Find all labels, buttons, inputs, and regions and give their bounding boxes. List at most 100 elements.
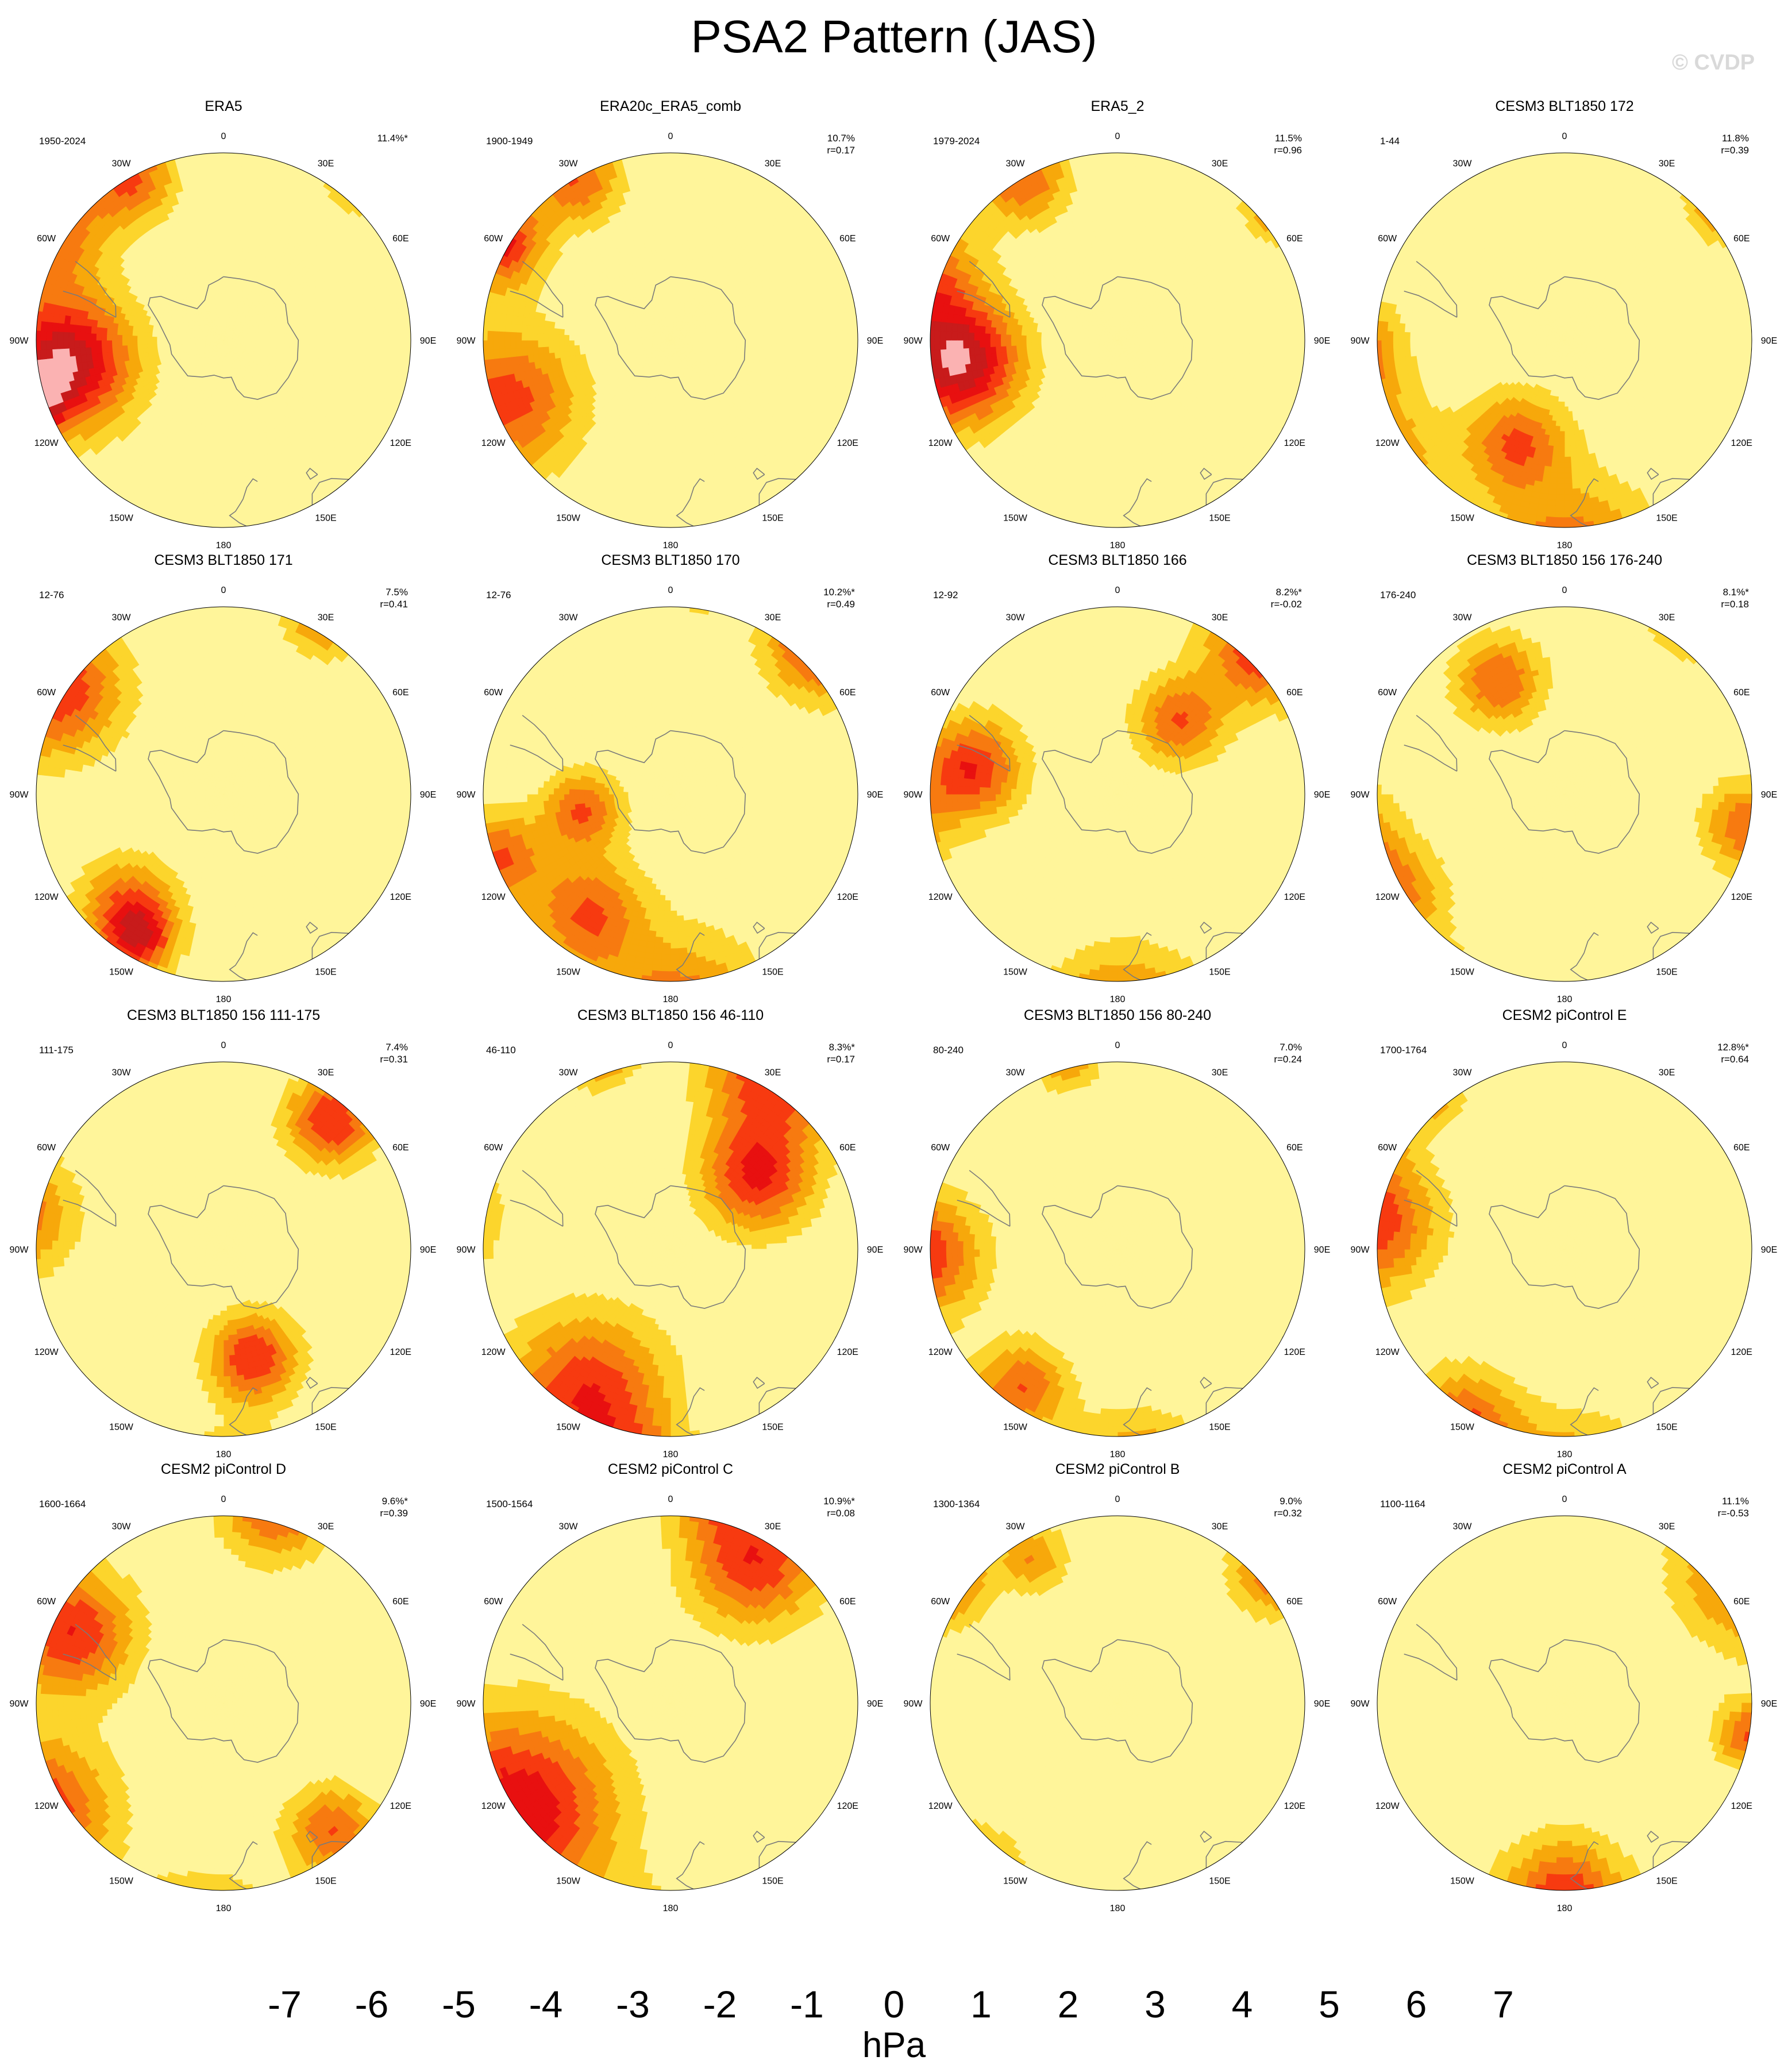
longitude-label: 150E: [1656, 1876, 1677, 1886]
longitude-label: 120W: [481, 438, 506, 448]
colorbar-tick-label: -3: [616, 1982, 650, 2026]
longitude-label: 90E: [867, 1245, 883, 1255]
longitude-label: 60E: [839, 1143, 856, 1153]
longitude-label: 30E: [1659, 613, 1675, 623]
longitude-label: 90W: [904, 790, 923, 800]
longitude-label: 30E: [1659, 159, 1675, 169]
longitude-label: 30W: [1006, 613, 1026, 623]
colorbar-tick-label: -2: [703, 1982, 737, 2026]
longitude-label: 30E: [1659, 1068, 1675, 1078]
panel-title: CESM3 BLT1850 156 111-175: [0, 1007, 447, 1024]
contour-field: [447, 128, 894, 552]
longitude-label: 150E: [762, 1876, 783, 1886]
map-panel: CESM3 BLT1850 156 46-110 46-110 8.3%* r=0.1…: [447, 1007, 894, 1461]
longitude-label: 30E: [765, 1068, 781, 1078]
longitude-label: 60W: [484, 234, 503, 244]
longitude-label: 120E: [390, 438, 411, 448]
longitude-label: 180: [1110, 1450, 1126, 1459]
map-panel: ERA5_2 1979-2024 11.5% r=0.96 0 30E 60E 90E 120E…: [894, 98, 1341, 552]
longitude-label: 60E: [1286, 1597, 1303, 1607]
longitude-label: 30E: [765, 613, 781, 623]
longitude-label: 90E: [420, 336, 436, 346]
longitude-label: 60W: [1378, 234, 1397, 244]
longitude-label: 90W: [904, 336, 923, 346]
longitude-label: 30W: [1453, 1068, 1473, 1078]
longitude-label: 90W: [457, 336, 476, 346]
map-panel: CESM3 BLT1850 170 12-76 10.2%* r=0.49 0 30E 60…: [447, 552, 894, 1006]
longitude-label: 150E: [1209, 1422, 1230, 1432]
longitude-label: 60W: [931, 688, 950, 698]
longitude-label: 60W: [484, 1143, 503, 1153]
longitude-label: 0: [1562, 1041, 1567, 1050]
panel-title: CESM3 BLT1850 166: [894, 552, 1341, 569]
longitude-label: 60E: [839, 688, 856, 698]
longitude-label: 150E: [1209, 513, 1230, 523]
colorbar-tick-label: -5: [442, 1982, 476, 2026]
longitude-label: 150W: [1003, 1422, 1028, 1432]
longitude-label: 120E: [390, 892, 411, 902]
longitude-label: 120E: [1284, 1347, 1305, 1357]
longitude-label: 60E: [1286, 1143, 1303, 1153]
map-panel: CESM2 piControl B 1300-1364 9.0% r=0.32 0 30E…: [894, 1461, 1341, 1915]
map-panel: CESM2 piControl E 1700-1764 12.8%* r=0.64 0 3…: [1341, 1007, 1788, 1461]
longitude-label: 90W: [10, 1245, 29, 1255]
contour-field: [1341, 128, 1788, 552]
longitude-label: 150E: [1209, 967, 1230, 977]
longitude-label: 180: [663, 1450, 679, 1459]
longitude-label: 60W: [484, 1597, 503, 1607]
panel-title: CESM2 piControl C: [447, 1461, 894, 1478]
longitude-label: 60E: [1286, 234, 1303, 244]
colorbar-tick-label: 1: [970, 1982, 992, 2026]
longitude-label: 150E: [315, 967, 336, 977]
longitude-label: 30W: [559, 1068, 579, 1078]
figure-title: PSA2 Pattern (JAS): [0, 8, 1788, 66]
longitude-label: 150W: [1450, 513, 1475, 523]
longitude-label: 30E: [1212, 1068, 1228, 1078]
longitude-label: 180: [1110, 995, 1126, 1004]
longitude-label: 120W: [1375, 1347, 1400, 1357]
longitude-label: 60W: [1378, 1597, 1397, 1607]
panel-title: CESM3 BLT1850 156 80-240: [894, 1007, 1341, 1024]
longitude-label: 150W: [109, 967, 134, 977]
longitude-label: 60E: [392, 234, 409, 244]
longitude-label: 120W: [928, 438, 953, 448]
longitude-label: 30W: [112, 1522, 132, 1532]
longitude-label: 180: [216, 995, 232, 1004]
longitude-label: 120E: [1284, 438, 1305, 448]
longitude-label: 120W: [34, 892, 59, 902]
colorbar-tick-label: -6: [355, 1982, 389, 2026]
contour-field: [0, 581, 447, 1006]
longitude-label: 0: [221, 1495, 226, 1504]
longitude-label: 90W: [1351, 1245, 1370, 1255]
longitude-label: 150W: [556, 1876, 581, 1886]
map-panel: ERA5 1950-2024 11.4%* 0 30E 60E 90E 120E 150E 180…: [0, 98, 447, 552]
contour-field: [894, 128, 1341, 552]
longitude-label: 120E: [837, 1347, 858, 1357]
longitude-label: 90W: [904, 1245, 923, 1255]
longitude-label: 60E: [1286, 688, 1303, 698]
longitude-label: 150E: [762, 967, 783, 977]
map-panel: ERA20c_ERA5_comb 1900-1949 10.7% r=0.17 0 30E…: [447, 98, 894, 552]
longitude-label: 120E: [1731, 438, 1752, 448]
contour-field: [1341, 581, 1788, 1006]
longitude-label: 60W: [37, 234, 56, 244]
contour-field: [447, 1491, 894, 1915]
panel-title: CESM3 BLT1850 156 176-240: [1341, 552, 1788, 569]
longitude-label: 30W: [112, 159, 132, 169]
longitude-label: 90E: [1314, 790, 1330, 800]
colorbar-labels: -7 -6 -5 -4 -3 -2 -1 0 1 2 3 4 5 6 7: [0, 1982, 1788, 2028]
longitude-label: 120W: [481, 1347, 506, 1357]
colorbar-tick-label: 3: [1145, 1982, 1166, 2026]
longitude-label: 150E: [315, 513, 336, 523]
panel-title: ERA5: [0, 98, 447, 115]
longitude-label: 90W: [10, 790, 29, 800]
longitude-label: 90E: [1761, 790, 1777, 800]
